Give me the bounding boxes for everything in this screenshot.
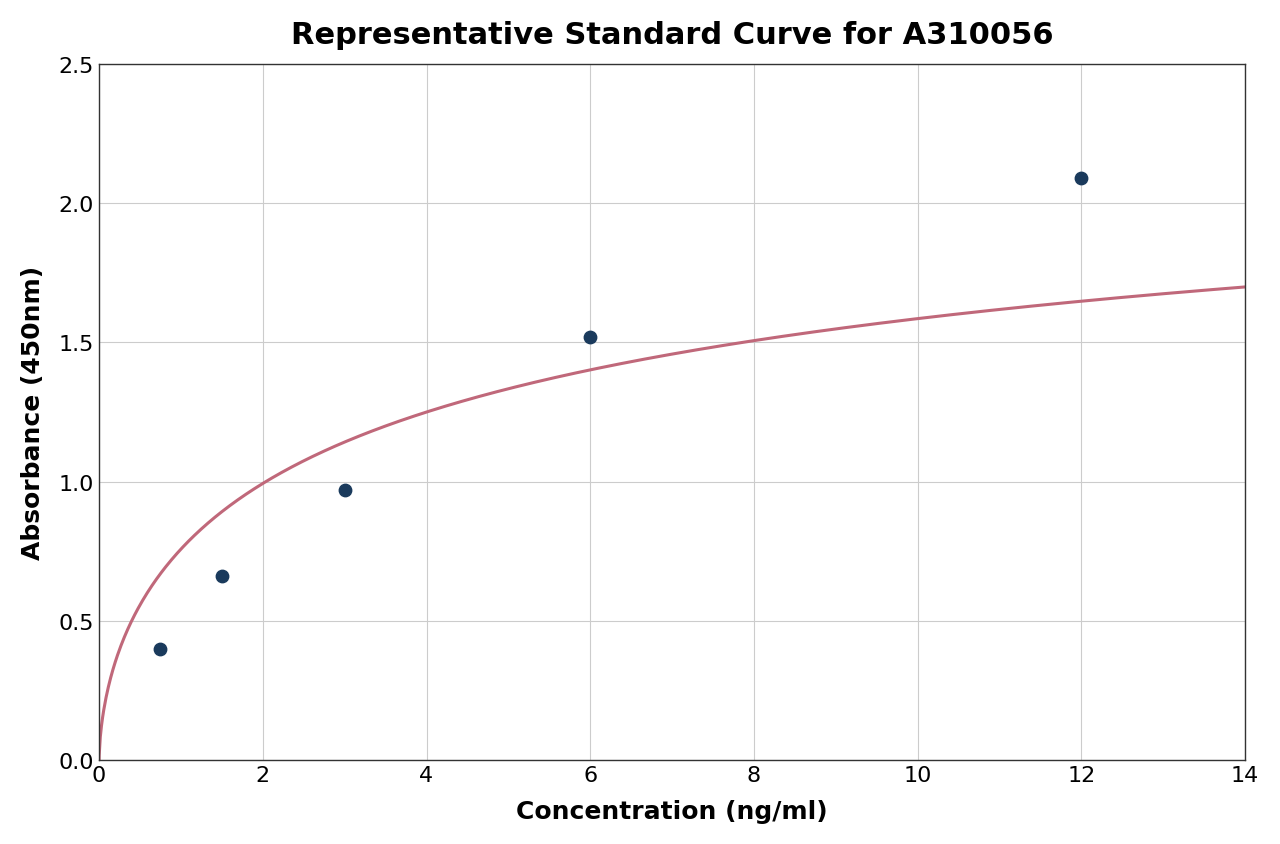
Y-axis label: Absorbance (450nm): Absorbance (450nm) [20,266,45,560]
Point [334,484,355,497]
Point [211,570,232,583]
Point [580,331,600,344]
Point [150,642,170,656]
X-axis label: Concentration (ng/ml): Concentration (ng/ml) [516,799,828,823]
Title: Representative Standard Curve for A310056: Representative Standard Curve for A31005… [291,21,1053,50]
Point [1071,172,1092,186]
